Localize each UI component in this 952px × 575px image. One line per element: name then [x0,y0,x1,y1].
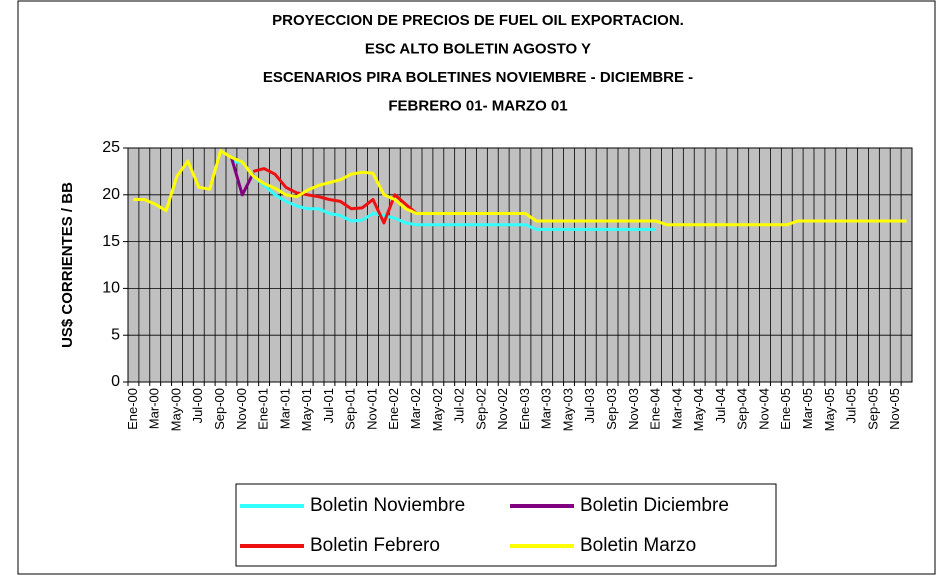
x-tick-label: Nov-05 [887,388,902,430]
x-tick-label: Ene-01 [256,388,271,430]
legend-label: Boletin Noviembre [310,495,465,516]
y-tick-label: 0 [111,373,120,390]
y-axis-title: US$ CORRIENTES / BB [59,182,76,348]
x-tick-label: Jul-05 [844,388,859,423]
y-tick-label: 20 [102,186,120,203]
legend-label: Boletin Diciembre [580,495,729,516]
x-tick-label: Nov-04 [756,388,771,430]
x-tick-label: Ene-00 [125,388,140,430]
x-tick-label: Jul-02 [452,388,467,423]
x-tick-label: Mar-01 [277,388,292,429]
x-tick-label: May-00 [168,388,183,431]
x-tick-label: Jul-03 [582,388,597,423]
x-tick-label: Mar-00 [147,388,162,429]
series-line [252,167,418,225]
x-tick-label: May-05 [822,388,837,431]
x-tick-label: May-02 [430,388,445,431]
x-tick-label: Nov-00 [234,388,249,430]
x-tick-label: Jul-01 [321,388,336,423]
x-tick-label: Ene-03 [517,388,532,430]
x-tick-label: Nov-03 [626,388,641,430]
x-tick-label: May-04 [691,388,706,431]
x-tick-label: Sep-03 [604,388,619,430]
x-tick-label: Sep-01 [343,388,358,430]
chart-title: FEBRERO 01- MARZO 01 [388,97,567,114]
x-tick-label: Jul-00 [190,388,205,423]
x-tick-label: Jul-04 [713,388,728,423]
x-tick-label: Ene-04 [648,388,663,430]
x-tick-label: May-01 [299,388,314,431]
x-tick-label: Mar-03 [539,388,554,429]
x-tick-label: Sep-04 [735,388,750,430]
x-tick-label: Mar-04 [669,388,684,429]
x-tick-label: Sep-05 [865,388,880,430]
legend-box [235,483,777,567]
series-line [231,160,657,231]
x-tick-label: May-03 [560,388,575,431]
y-tick-label: 5 [111,326,120,343]
chart-title: ESCENARIOS PIRA BOLETINES NOVIEMBRE - DI… [263,69,693,86]
y-tick-label: 10 [102,280,120,297]
legend-label: Boletin Marzo [580,535,696,556]
chart-title: PROYECCION DE PRECIOS DE FUEL OIL EXPORT… [272,12,684,29]
y-tick-label: 25 [102,139,120,156]
y-tick-label: 15 [102,233,120,250]
series-line [133,149,907,227]
x-tick-label: Sep-00 [212,388,227,430]
x-tick-label: Nov-01 [364,388,379,430]
x-tick-label: Nov-02 [495,388,510,430]
chart-title: ESC ALTO BOLETIN AGOSTO Y [365,40,591,57]
series-line [229,156,255,197]
x-tick-label: Mar-02 [408,388,423,429]
legend-label: Boletin Febrero [310,535,440,556]
x-tick-label: Ene-05 [778,388,793,430]
x-tick-label: Mar-05 [800,388,815,429]
x-tick-label: Ene-02 [386,388,401,430]
x-tick-label: Sep-02 [473,388,488,430]
